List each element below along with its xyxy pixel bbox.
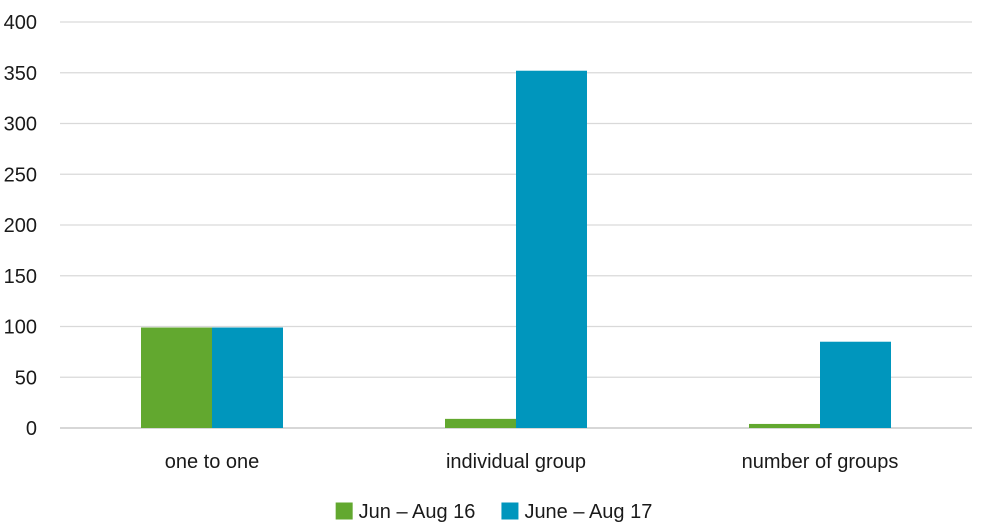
bar-jun-aug-16-2: [749, 423, 820, 428]
y-tick-label: 100: [4, 317, 37, 339]
bar-june-aug-17-1: [516, 70, 587, 428]
x-category-label: number of groups: [742, 451, 899, 473]
y-tick-label: 350: [4, 63, 37, 85]
y-axis-ticks: 0 50 100 150 200 250 300 350 400: [4, 12, 37, 440]
y-tick-label: 50: [15, 367, 37, 389]
bar-jun-aug-16-0: [141, 327, 212, 428]
legend-label: Jun – Aug 16: [359, 501, 476, 523]
y-tick-label: 250: [4, 164, 37, 186]
legend-swatch: [335, 502, 353, 520]
bar-june-aug-17-2: [820, 341, 891, 428]
x-category-label: individual group: [446, 451, 586, 473]
legend-label: June – Aug 17: [524, 501, 652, 523]
legend: Jun – Aug 16 June – Aug 17: [335, 501, 652, 523]
bar-jun-aug-16-1: [445, 418, 516, 428]
y-tick-label: 300: [4, 114, 37, 136]
y-tick-label: 400: [4, 12, 37, 34]
y-tick-label: 200: [4, 215, 37, 237]
bars: [141, 70, 891, 428]
x-axis-categories: one to one individual group number of grou…: [165, 451, 899, 473]
y-tick-label: 0: [26, 418, 37, 440]
bar-june-aug-17-0: [212, 327, 283, 428]
y-tick-label: 150: [4, 266, 37, 288]
legend-swatch: [501, 502, 519, 520]
x-category-label: one to one: [165, 451, 260, 473]
